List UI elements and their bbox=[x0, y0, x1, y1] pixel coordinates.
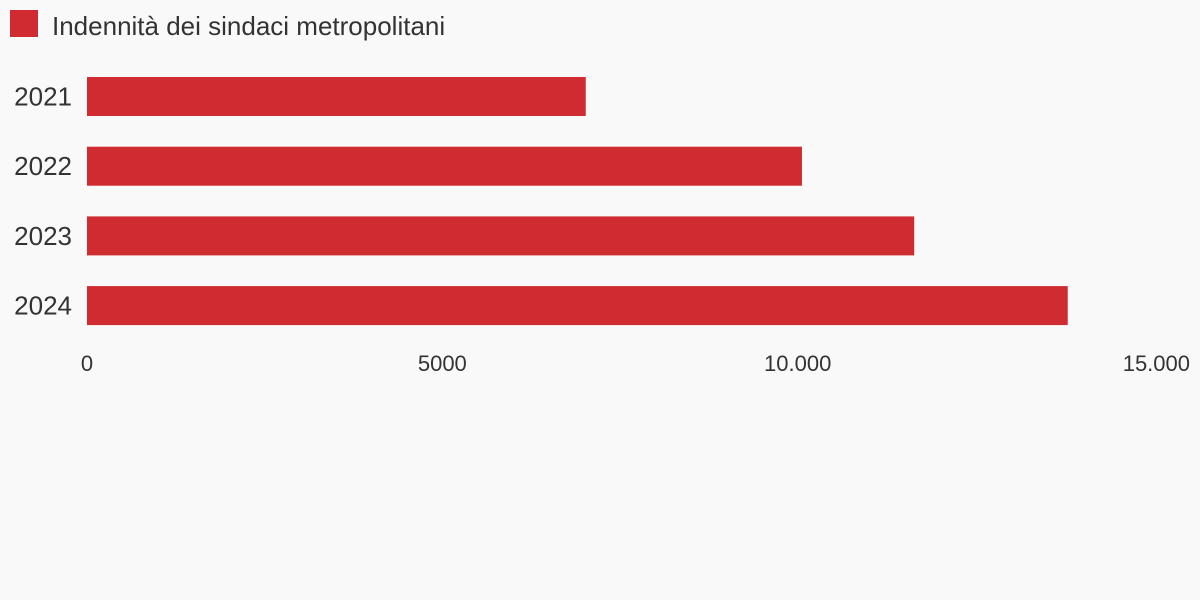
legend-label: Indennità dei sindaci metropolitani bbox=[52, 11, 445, 41]
x-axis-ticks: 0 5000 10.000 15.000 bbox=[81, 351, 1190, 376]
category-label-2021: 2021 bbox=[14, 82, 72, 112]
x-tick-label-0: 0 bbox=[81, 351, 93, 376]
category-label-2024: 2024 bbox=[14, 291, 72, 321]
bar-2021 bbox=[87, 77, 586, 116]
category-label-2023: 2023 bbox=[14, 221, 72, 251]
legend: Indennità dei sindaci metropolitani bbox=[10, 10, 445, 41]
x-tick-label-5000: 5000 bbox=[418, 351, 467, 376]
x-tick-label-10000: 10.000 bbox=[764, 351, 831, 376]
category-label-2022: 2022 bbox=[14, 151, 72, 181]
category-labels: 2021 2022 2023 2024 bbox=[14, 82, 72, 321]
bars-group bbox=[87, 77, 1068, 326]
bar-2023 bbox=[87, 216, 915, 256]
x-tick-label-15000: 15.000 bbox=[1123, 351, 1190, 376]
bar-2024 bbox=[87, 286, 1068, 326]
legend-swatch bbox=[10, 10, 38, 37]
bar-2022 bbox=[87, 146, 802, 186]
